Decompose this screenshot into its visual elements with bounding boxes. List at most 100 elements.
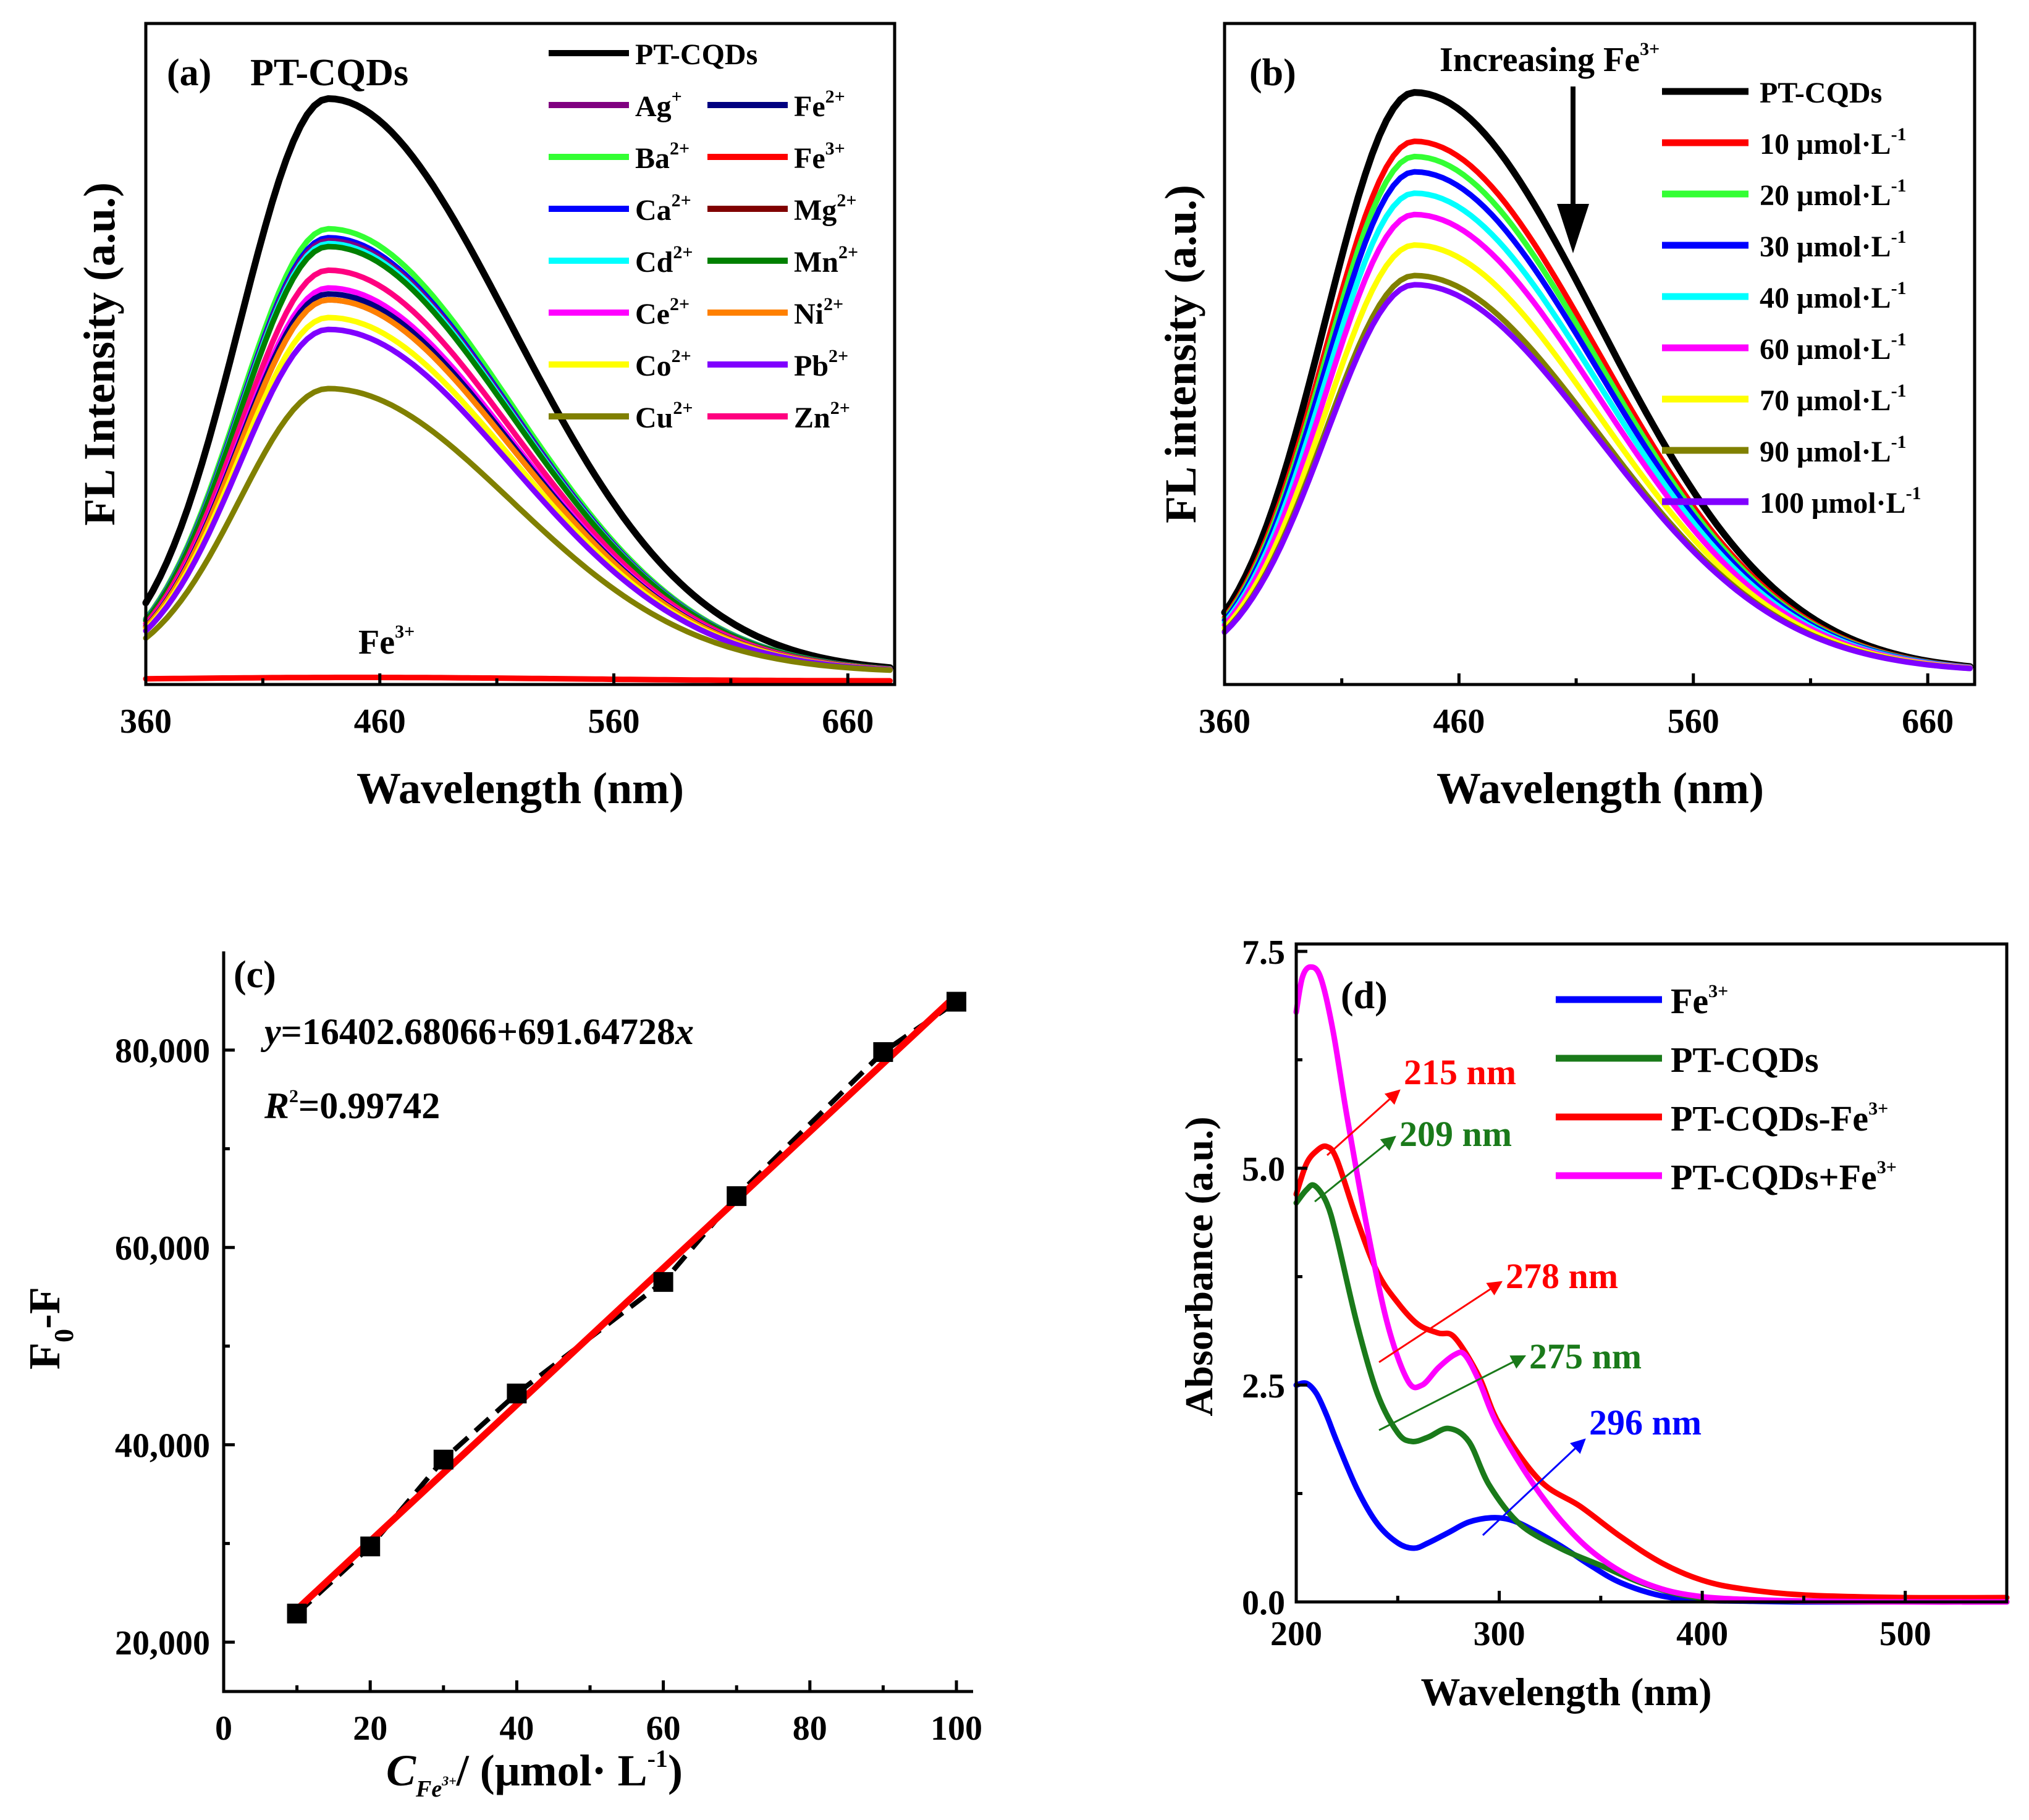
panel-d: 200 300 400 500 0.0 2.5 5.0 7.5 (d) Fe3+ PT-CQDs…: [1177, 933, 2010, 1714]
panel-b-xtick-label: 660: [1902, 702, 1954, 741]
panel-c-fit-line: [294, 992, 959, 1612]
panel-a-xtick-label: 660: [822, 702, 874, 741]
panel-a-legend-label-cu2: Cu2+: [635, 398, 693, 434]
panel-c-xtick-label: 20: [353, 1709, 387, 1748]
panel-a-legend-label-mn2: Mn2+: [794, 242, 858, 279]
panel-d-annotation-296-nm: 296 nm: [1589, 1402, 1702, 1443]
panel-a-legend-label-fe3: Fe3+: [794, 138, 845, 175]
panel-c-letter: (c): [234, 954, 276, 996]
panel-b-legend-label-10-mol-l-1: 10 μmol·L-1: [1760, 124, 1907, 161]
panel-b-arrow-head: [1557, 204, 1589, 253]
panel-d-annotation-arrow: [1378, 1355, 1527, 1431]
panel-c-xtick-label: 80: [793, 1709, 827, 1748]
panel-b-series-100-mol-l-1: [1221, 282, 1973, 672]
panel-c-xtick-label: 60: [646, 1709, 681, 1748]
panel-a-xlabel: Wavelength (nm): [356, 764, 684, 813]
panel-c-ytick-label: 40,000: [115, 1427, 210, 1465]
panel-d-ticks: 200 300 400 500 0.0 2.5 5.0 7.5: [1242, 933, 1931, 1653]
panel-a-legend-label-fe2: Fe2+: [794, 86, 845, 123]
panel-d-legend-label-pt-cqds-fe3: PT-CQDs-Fe3+: [1671, 1098, 1888, 1139]
panel-c-plot: [287, 992, 966, 1624]
panel-a-xtick-label: 460: [354, 702, 406, 741]
panel-d-legend-label-pt-cqds-fe3: PT-CQDs+Fe3+: [1671, 1157, 1897, 1197]
panel-a-series-pb2: [143, 326, 893, 673]
panel-a-series-pt-cqds: [142, 95, 893, 672]
panel-a-legend-label-pt-cqds: PT-CQDs: [635, 38, 757, 71]
panel-b-legend-label-pt-cqds: PT-CQDs: [1760, 77, 1882, 109]
panel-c-r2: R2=0.99742: [264, 1085, 440, 1126]
panel-a-legend-label-ce2: Ce2+: [635, 294, 690, 331]
panel-d-annotation-arrow: [1482, 1438, 1586, 1536]
panel-a-series-fe3: [143, 675, 893, 684]
panel-a-xtick-label: 360: [120, 702, 172, 741]
panel-d-annotation-215-nm: 215 nm: [1404, 1052, 1516, 1092]
panel-b-legend-label-90-mol-l-1: 90 μmol·L-1: [1760, 432, 1907, 468]
panel-c-ytick-label: 60,000: [115, 1229, 210, 1268]
panel-a: 360 460 560 660 (a) PT-CQDs Fe3+ PT-CQDs Ag+…: [75, 22, 896, 813]
panel-b-legend-label-60-mol-l-1: 60 μmol·L-1: [1760, 329, 1907, 366]
panel-d-annotation-278-nm: 278 nm: [1506, 1256, 1618, 1296]
panel-c-ticks: 0 20 40 60 80 100 20,000 40,000 60,000 80,000: [115, 1032, 982, 1748]
panel-c-point: [507, 1383, 527, 1404]
panel-b: 360 460 560 660 (b) Increasing Fe3+ PT-CQDs…: [1156, 22, 1976, 813]
panel-d-ytick-label: 7.5: [1242, 933, 1285, 972]
panel-a-legend-label-ag: Ag+: [635, 86, 682, 123]
panel-d-series-pt-cqds-fe3: [1293, 964, 2010, 1605]
panel-c-point: [947, 992, 966, 1012]
panel-d-annotation-209-nm: 209 nm: [1399, 1114, 1512, 1154]
panel-d-legend-label-pt-cqds: PT-CQDs: [1671, 1040, 1819, 1080]
panel-c-xtick-label: 0: [215, 1709, 232, 1748]
panel-a-legend-label-ba2: Ba2+: [635, 138, 690, 175]
panel-b-frame: [1223, 22, 1976, 686]
panel-b-legend: PT-CQDs 10 μmol·L-1 20 μmol·L-1 30 μmol·L-1…: [1662, 77, 1921, 520]
panel-a-legend-label-zn2: Zn2+: [794, 398, 850, 434]
panel-a-legend-label-pb2: Pb2+: [794, 346, 848, 382]
panel-d-xtick-label: 200: [1270, 1615, 1322, 1653]
panel-d-annotation-arrow: [1326, 1089, 1401, 1156]
panel-d-annotation-275-nm: 275 nm: [1529, 1336, 1642, 1376]
panel-b-xtick-label: 560: [1668, 702, 1719, 741]
panel-c-point: [433, 1449, 453, 1470]
panel-d-xtick-label: 400: [1676, 1615, 1728, 1653]
panel-c-point: [873, 1042, 893, 1062]
panel-d-legend-label-fe3: Fe3+: [1671, 981, 1728, 1021]
panel-a-title: PT-CQDs: [250, 52, 408, 94]
panel-c-equation: y=16402.68066+691.64728x: [261, 1011, 694, 1052]
panel-d-annotations: 215 nm 209 nm 278 nm 275 nm 296 nm: [1314, 1052, 1702, 1536]
panel-b-ticks: 360 460 560 660: [1199, 673, 1954, 741]
panel-c-point: [727, 1186, 747, 1207]
panel-d-xtick-label: 500: [1879, 1615, 1931, 1653]
panel-b-legend-label-40-mol-l-1: 40 μmol·L-1: [1760, 278, 1907, 314]
panel-b-xtick-label: 460: [1433, 702, 1485, 741]
panel-d-frame: [1294, 942, 2009, 1604]
panel-b-curves: [1221, 89, 1973, 672]
panel-c-xlabel: CFe3+/ (μmol· L-1): [386, 1745, 683, 1802]
panel-c-ylabel: F0-F: [20, 1287, 79, 1370]
panel-b-legend-label-20-mol-l-1: 20 μmol·L-1: [1760, 175, 1907, 212]
panel-d-ytick-label: 2.5: [1242, 1367, 1285, 1405]
panel-d-curves: [1293, 964, 2010, 1605]
panel-c-ytick-label: 80,000: [115, 1032, 210, 1071]
panel-d-series-pt-cqds: [1293, 1182, 2010, 1605]
panel-b-xtick-label: 360: [1199, 702, 1251, 741]
panel-c-point: [360, 1536, 381, 1557]
panel-a-legend: PT-CQDs Ag+ Fe2+ Ba2+ Fe3+ Ca2+ Mg2+ Cd2+ Mn2+ Ce…: [549, 38, 858, 434]
panel-b-letter: (b): [1249, 52, 1296, 94]
panel-a-legend-label-ni2: Ni2+: [794, 294, 843, 331]
panel-a-ticks: 360 460 560 660: [120, 673, 874, 741]
panel-a-series-cu2: [143, 385, 893, 673]
panel-b-xlabel: Wavelength (nm): [1436, 764, 1764, 813]
panel-d-ytick-label: 0.0: [1242, 1584, 1285, 1622]
panel-c-axes: [222, 951, 973, 1693]
panel-a-letter: (a): [167, 52, 211, 94]
panel-b-legend-label-100-mol-l-1: 100 μmol·L-1: [1760, 483, 1921, 520]
panel-d-letter: (d): [1341, 975, 1388, 1017]
panel-b-legend-label-30-mol-l-1: 30 μmol·L-1: [1760, 227, 1907, 263]
panel-d-annotation-arrow: [1314, 1135, 1396, 1203]
panel-a-frame: [144, 22, 896, 686]
panel-c-point: [287, 1603, 307, 1624]
panel-b-ylabel: FL intensity (a.u.): [1156, 185, 1205, 523]
panel-a-curves: [142, 95, 893, 684]
panel-d-annotation-arrow: [1378, 1281, 1503, 1363]
panel-d-legend: Fe3+ PT-CQDs PT-CQDs-Fe3+ PT-CQDs+Fe3+: [1556, 981, 1897, 1197]
